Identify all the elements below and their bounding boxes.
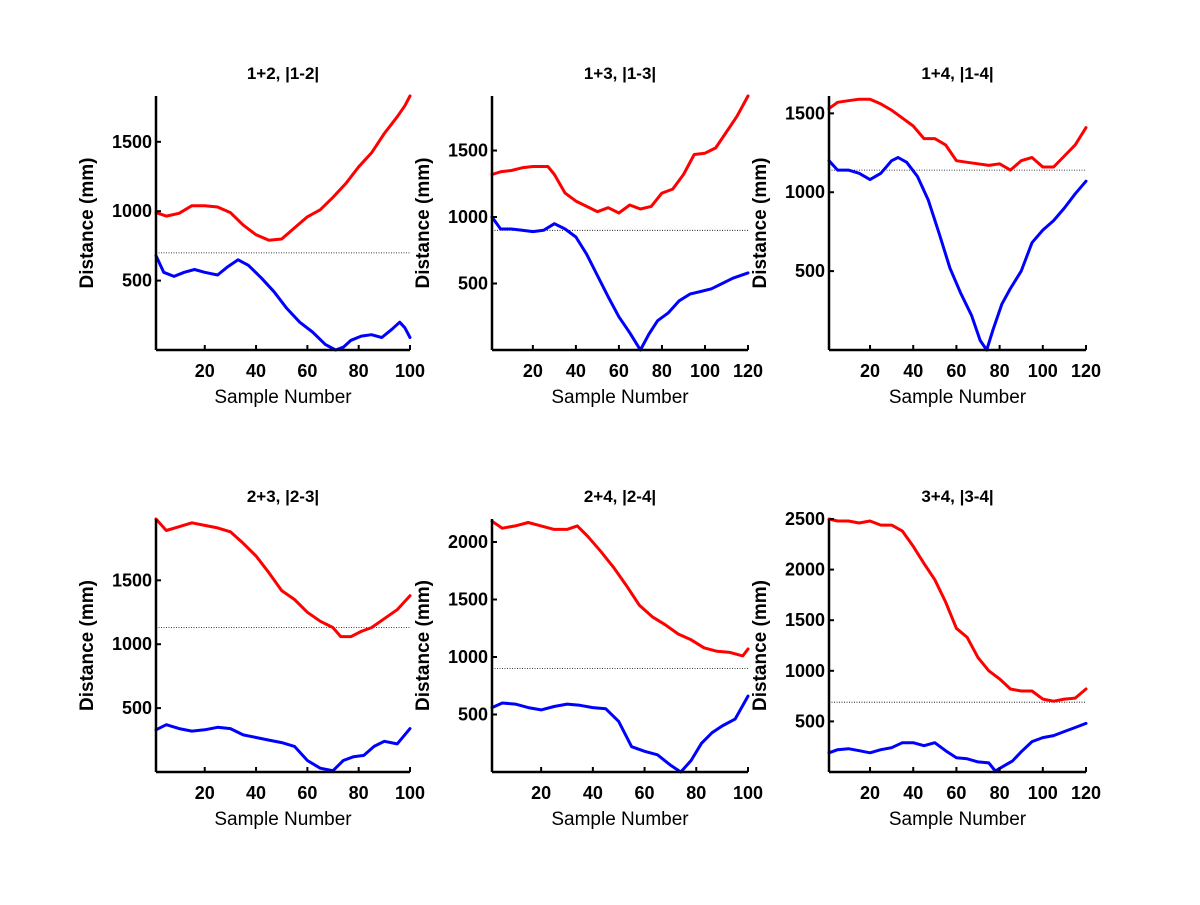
y-tick-label: 1000 — [448, 647, 488, 667]
series-sum-line — [154, 517, 412, 639]
y-axis-label: Distance (mm) — [413, 580, 434, 711]
x-tick-label: 100 — [1028, 361, 1058, 381]
y-tick-label: 1500 — [448, 590, 488, 610]
y-axis-label: Distance (mm) — [413, 158, 434, 289]
x-tick-label: 40 — [246, 783, 266, 803]
x-tick-label: 80 — [990, 361, 1010, 381]
x-tick-label: 20 — [195, 361, 215, 381]
x-axis-label: Sample Number — [551, 387, 689, 408]
x-axis-label: Sample Number — [214, 387, 352, 408]
subplot-1: 1+2, |1-2| 20 40 60 80 100 500 1000 1500 Sample N… — [77, 64, 425, 408]
x-tick-label: 20 — [523, 361, 543, 381]
series-sum-line — [827, 97, 1088, 172]
x-tick-label: 100 — [395, 361, 425, 381]
subplot-title: 3+4, |3-4| — [921, 487, 993, 506]
x-tick-label: 80 — [349, 361, 369, 381]
x-tick-label: 40 — [903, 361, 923, 381]
x-tick-label: 20 — [195, 783, 215, 803]
subplot-6: 3+4, |3-4| 20 40 60 80 100 120 500 1000 1500 2000 2… — [750, 487, 1101, 830]
x-tick-label: 60 — [609, 361, 629, 381]
subplot-5: 2+4, |2-4| 20 40 60 80 100 500 1000 1500 2000 Samp… — [413, 487, 763, 830]
x-tick-label: 60 — [297, 361, 317, 381]
y-axis-label: Distance (mm) — [750, 158, 771, 289]
x-tick-label: 20 — [860, 361, 880, 381]
subplot-title: 2+4, |2-4| — [584, 487, 656, 506]
series-sum-line — [154, 94, 412, 242]
series-difference-line — [490, 694, 750, 774]
x-tick-label: 40 — [246, 361, 266, 381]
series-difference-line — [827, 721, 1088, 773]
series-difference-line — [490, 215, 750, 352]
x-tick-label: 120 — [1071, 361, 1101, 381]
series-difference-line — [154, 723, 412, 773]
y-tick-label: 2000 — [448, 532, 488, 552]
x-axis-label: Sample Number — [551, 809, 689, 830]
x-tick-label: 100 — [395, 783, 425, 803]
x-tick-label: 100 — [690, 361, 720, 381]
x-tick-label: 60 — [297, 783, 317, 803]
y-tick-label: 1000 — [112, 634, 152, 654]
y-tick-label: 1500 — [785, 103, 825, 123]
series-difference-line — [154, 254, 412, 352]
subplot-title: 1+3, |1-3| — [584, 64, 656, 83]
x-tick-label: 80 — [686, 783, 706, 803]
y-tick-label: 500 — [122, 698, 152, 718]
y-tick-label: 500 — [122, 271, 152, 291]
series-sum-line — [827, 517, 1088, 703]
y-tick-label: 1000 — [112, 201, 152, 221]
y-tick-label: 500 — [458, 274, 488, 294]
y-tick-label: 1000 — [785, 661, 825, 681]
x-tick-label: 20 — [531, 783, 551, 803]
x-tick-label: 120 — [733, 361, 763, 381]
y-axis-label: Distance (mm) — [750, 580, 771, 711]
x-axis-label: Sample Number — [214, 809, 352, 830]
subplot-3: 1+4, |1-4| 20 40 60 80 100 120 500 1000 1500 Sampl… — [750, 64, 1101, 408]
y-tick-label: 1500 — [785, 610, 825, 630]
y-axis-label: Distance (mm) — [77, 158, 98, 289]
y-tick-label: 1500 — [448, 141, 488, 161]
y-tick-label: 500 — [458, 705, 488, 725]
x-tick-label: 100 — [1028, 783, 1058, 803]
subplot-2: 1+3, |1-3| 20 40 60 80 100 120 500 1000 1500 Sampl… — [413, 64, 763, 408]
x-tick-label: 40 — [903, 783, 923, 803]
y-axis-label: Distance (mm) — [77, 580, 98, 711]
y-tick-label: 1000 — [448, 207, 488, 227]
x-tick-label: 60 — [635, 783, 655, 803]
y-tick-label: 1500 — [112, 570, 152, 590]
y-tick-label: 500 — [795, 261, 825, 281]
x-tick-label: 60 — [946, 783, 966, 803]
y-tick-label: 500 — [795, 711, 825, 731]
x-tick-label: 60 — [946, 361, 966, 381]
x-tick-label: 20 — [860, 783, 880, 803]
x-axis-label: Sample Number — [889, 809, 1027, 830]
y-tick-label: 2500 — [785, 509, 825, 529]
y-tick-label: 2000 — [785, 560, 825, 580]
subplot-title: 1+2, |1-2| — [247, 64, 319, 83]
series-difference-line — [827, 156, 1088, 352]
subplot-title: 1+4, |1-4| — [921, 64, 993, 83]
y-tick-label: 1000 — [785, 182, 825, 202]
x-tick-label: 40 — [583, 783, 603, 803]
x-tick-label: 80 — [990, 783, 1010, 803]
series-sum-line — [490, 519, 750, 658]
x-tick-label: 120 — [1071, 783, 1101, 803]
x-tick-label: 40 — [566, 361, 586, 381]
subplot-title: 2+3, |2-3| — [247, 487, 319, 506]
series-sum-line — [490, 94, 750, 215]
x-tick-label: 80 — [652, 361, 672, 381]
x-tick-label: 100 — [733, 783, 763, 803]
x-tick-label: 80 — [349, 783, 369, 803]
subplot-4: 2+3, |2-3| 20 40 60 80 100 500 1000 1500 Sample N… — [77, 487, 425, 830]
x-axis-label: Sample Number — [889, 387, 1027, 408]
y-tick-label: 1500 — [112, 132, 152, 152]
